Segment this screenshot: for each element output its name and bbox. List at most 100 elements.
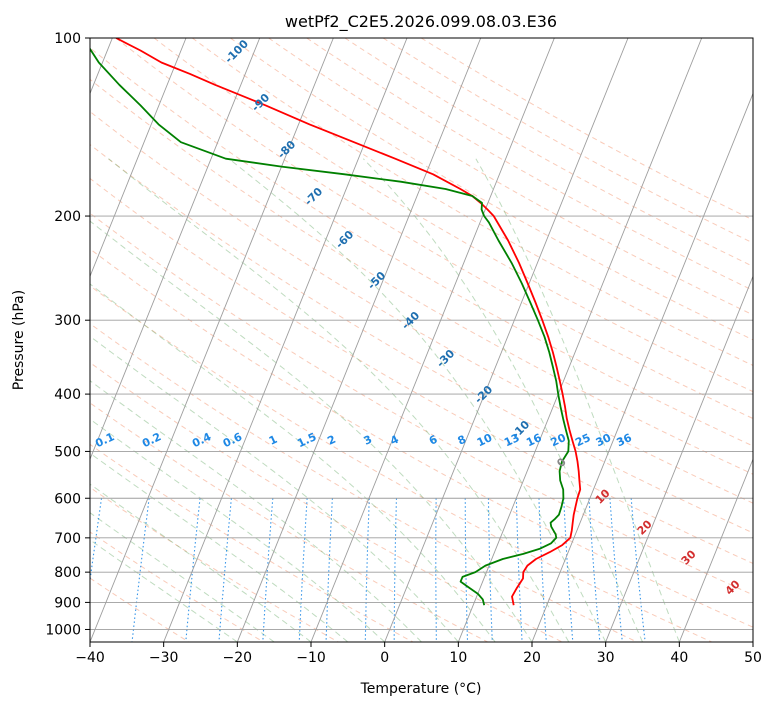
y-tick-label: 300 bbox=[54, 313, 81, 329]
isotherm-label: -100 bbox=[222, 37, 251, 66]
isotherm-label: 40 bbox=[723, 577, 743, 597]
isotherm-line bbox=[90, 38, 187, 278]
moist-adiabat bbox=[90, 418, 386, 642]
isotherm-line bbox=[605, 275, 753, 642]
isotherm-label: 0 bbox=[554, 455, 569, 470]
x-tick-label: −20 bbox=[223, 650, 253, 666]
y-tick-label: 700 bbox=[54, 531, 81, 547]
dry-adiabat bbox=[90, 486, 339, 642]
dry-adiabat bbox=[420, 38, 753, 221]
mixing-ratio-labels: 0.1 0.2 0.4 0.6 1 1.5 2 3 4 6 8 10 13 16 20 25 30 36 bbox=[93, 430, 634, 450]
isotherm-label: 30 bbox=[679, 547, 699, 567]
mixing-ratio-line bbox=[487, 498, 493, 642]
isotherm-label: -80 bbox=[275, 138, 298, 161]
dry-adiabat bbox=[90, 78, 753, 475]
isotherm-label: -20 bbox=[472, 383, 495, 406]
grid-lines bbox=[90, 38, 753, 642]
mixing-ratio-line bbox=[588, 498, 601, 642]
isotherm-line bbox=[752, 640, 753, 642]
mixing-ratio-line bbox=[538, 498, 547, 642]
mixing-ratio-line bbox=[364, 498, 370, 642]
background-lines bbox=[90, 38, 753, 642]
y-axis-label: Pressure (hPa) bbox=[11, 290, 27, 390]
dry-adiabat bbox=[90, 402, 488, 642]
isotherm-line bbox=[236, 38, 482, 642]
plot-frame bbox=[89, 37, 754, 643]
y-tick-label: 800 bbox=[54, 565, 81, 581]
dry-adiabat bbox=[90, 143, 753, 534]
mixing-ratio-line bbox=[630, 498, 646, 642]
series-group bbox=[90, 38, 582, 606]
moist-adiabat bbox=[108, 158, 570, 642]
isotherm-line bbox=[310, 38, 555, 642]
dry-adiabat bbox=[90, 212, 753, 596]
mixing-ratio-line bbox=[131, 498, 150, 642]
mixing-ratio-line bbox=[90, 498, 103, 585]
mixing-ratio-label: 25 bbox=[573, 431, 592, 449]
mixing-ratio-line bbox=[563, 498, 574, 642]
dry-adiabat bbox=[90, 443, 414, 642]
profile-line-1 bbox=[115, 38, 582, 606]
mixing-ratio-label: 1.5 bbox=[295, 430, 318, 450]
x-tick-label: −40 bbox=[75, 650, 105, 666]
dry-adiabat bbox=[344, 38, 753, 267]
isotherm-label: 20 bbox=[635, 517, 655, 537]
moist-adiabat bbox=[90, 483, 312, 642]
moist-adiabat bbox=[475, 158, 680, 642]
isotherm-label: -40 bbox=[399, 309, 422, 332]
isotherm-line bbox=[384, 38, 629, 642]
y-tick-label: 400 bbox=[54, 387, 81, 403]
mixing-ratio-label: 1 bbox=[267, 433, 279, 448]
mixing-ratio-label: 6 bbox=[427, 433, 440, 448]
x-tick-label: 10 bbox=[449, 650, 467, 666]
mixing-ratio-label: 20 bbox=[549, 431, 569, 449]
isotherm-label: -70 bbox=[302, 185, 325, 208]
dry-adiabat bbox=[268, 38, 753, 316]
x-tick-label: −10 bbox=[296, 650, 326, 666]
isotherm-label: -30 bbox=[434, 347, 457, 370]
moist-adiabat bbox=[90, 512, 275, 642]
isotherm-label: -50 bbox=[365, 269, 388, 292]
mixing-ratio-label: 0.4 bbox=[190, 430, 213, 450]
mixing-ratio-label: 2 bbox=[325, 433, 337, 448]
moist-adiabat bbox=[90, 220, 533, 642]
mixing-ratio-label: 30 bbox=[594, 431, 614, 449]
isotherm-label: -60 bbox=[333, 228, 356, 251]
dry-adiabat bbox=[230, 38, 753, 341]
y-tick-label: 900 bbox=[54, 595, 81, 611]
mixing-ratio-label: 13 bbox=[502, 431, 521, 449]
x-tick-label: 20 bbox=[523, 650, 541, 666]
mixing-ratio-line bbox=[609, 498, 623, 642]
dry-adiabat bbox=[90, 285, 712, 642]
x-tick-label: −30 bbox=[149, 650, 179, 666]
isotherm-line bbox=[531, 92, 753, 642]
y-tick-label: 1000 bbox=[45, 622, 81, 638]
y-tick-label: 500 bbox=[54, 444, 81, 460]
dry-adiabat bbox=[90, 323, 638, 642]
dry-adiabat bbox=[90, 531, 264, 642]
dry-adiabat bbox=[115, 38, 753, 420]
y-tick-label: 200 bbox=[54, 209, 81, 225]
moist-adiabat bbox=[90, 335, 459, 642]
isotherm-line bbox=[457, 38, 703, 642]
x-tick-label: 0 bbox=[380, 650, 389, 666]
mixing-ratio-line bbox=[325, 498, 333, 642]
mixing-ratio-label: 0.1 bbox=[93, 430, 116, 450]
x-tick-label: 40 bbox=[670, 650, 688, 666]
y-tick-label: 600 bbox=[54, 491, 81, 507]
mixing-ratio-line bbox=[262, 498, 274, 642]
mixing-ratio-label: 0.2 bbox=[140, 430, 163, 450]
dry-adiabat bbox=[90, 47, 753, 447]
x-axis: −40 −30 −20 −10 0 10 20 30 40 50 bbox=[75, 642, 762, 666]
moist-adiabat bbox=[90, 452, 349, 642]
moist-adiabat bbox=[362, 158, 643, 642]
isotherm-line bbox=[90, 38, 261, 461]
x-axis-label: Temperature (°C) bbox=[360, 681, 482, 697]
mixing-ratio-line bbox=[218, 498, 232, 642]
mixing-ratio-label: 36 bbox=[615, 431, 635, 449]
x-tick-label: 50 bbox=[744, 650, 762, 666]
dry-adiabat bbox=[90, 248, 753, 628]
mixing-ratio-line bbox=[393, 498, 398, 642]
y-tick-label: 100 bbox=[54, 31, 81, 47]
y-axis: 100 200 300 400 500 600 700 800 900 1000 bbox=[45, 31, 90, 638]
